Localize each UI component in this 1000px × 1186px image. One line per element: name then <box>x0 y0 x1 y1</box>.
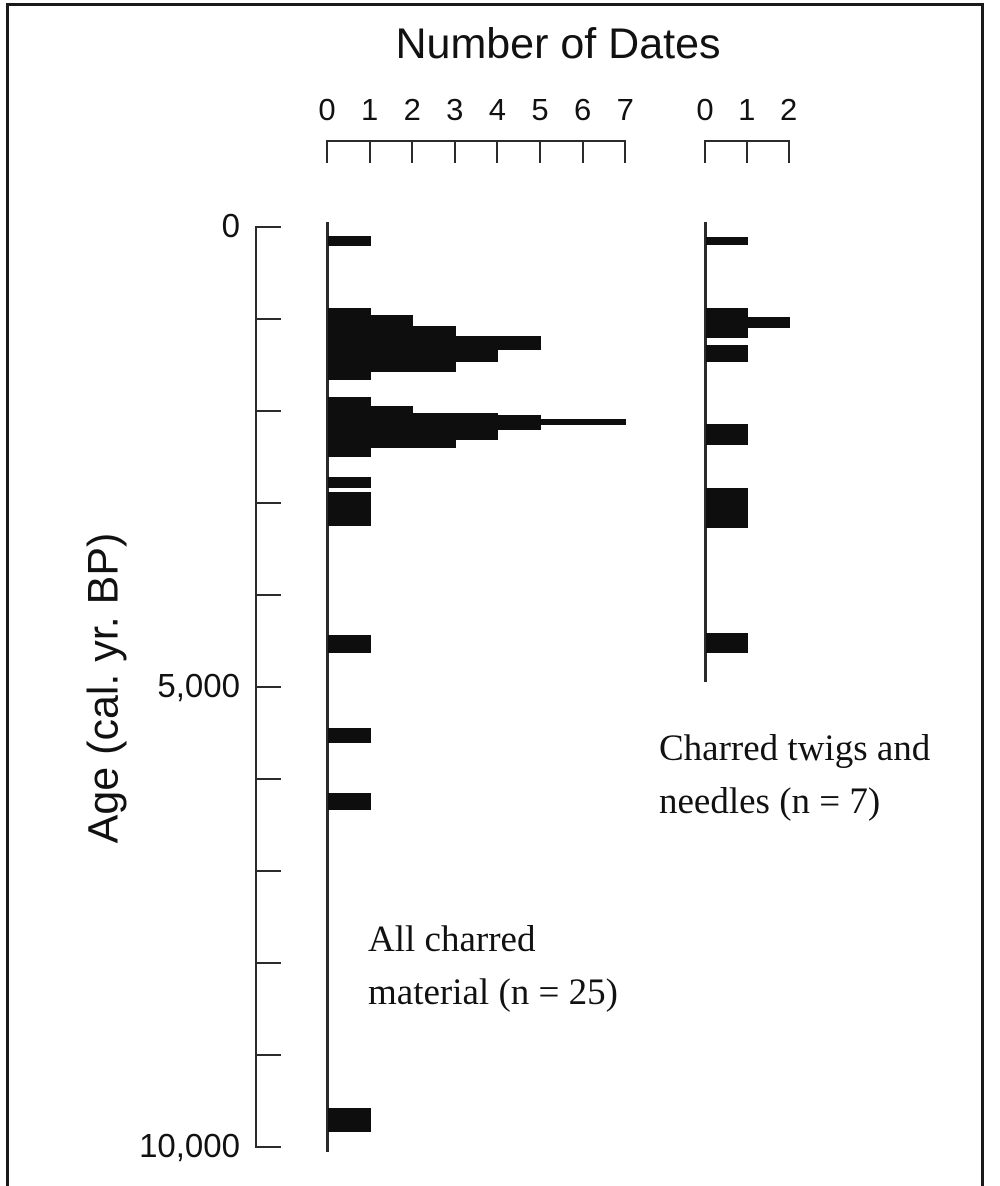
histogram-bar <box>328 424 541 430</box>
histogram-bar <box>328 792 371 811</box>
histogram-bar <box>328 336 541 350</box>
top-axis-tick <box>496 140 499 163</box>
histogram-bar <box>328 371 371 381</box>
histogram-bar <box>328 429 499 440</box>
top-axis-tick <box>745 140 748 163</box>
x-tick-label: 3 <box>446 92 464 127</box>
histogram-bar <box>706 317 790 329</box>
x-tick-label: 6 <box>573 92 592 127</box>
panel1-annotation-line1: All charred <box>368 919 536 960</box>
histogram-bar <box>328 361 456 372</box>
histogram-bar <box>328 447 371 457</box>
chart-title: Number of Dates <box>395 20 721 68</box>
age-tick-label: 0 <box>221 207 240 244</box>
histogram-bar <box>328 325 456 336</box>
top-axis-tick <box>539 140 541 163</box>
top-axis-tick <box>787 140 790 163</box>
age-scale-tick <box>255 870 281 872</box>
histogram-bar <box>328 314 414 326</box>
age-scale-tick <box>255 1146 281 1148</box>
x-tick-label: 1 <box>738 92 756 127</box>
histogram-bar <box>328 307 371 315</box>
age-tick-label: 10,000 <box>139 1127 240 1164</box>
age-tick-label: 5,000 <box>157 667 240 704</box>
panel2-annotation-line1: Charred twigs and <box>659 728 931 769</box>
x-tick-label: 0 <box>318 92 336 127</box>
top-axis-tick <box>453 140 456 163</box>
age-scale-tick <box>255 502 281 504</box>
histogram-bar <box>706 307 748 318</box>
histogram-bar <box>706 633 748 653</box>
histogram-bar <box>706 237 748 245</box>
panel2-annotation: Charred twigs and needles (n = 7) <box>659 722 930 828</box>
x-tick-label: 2 <box>779 92 798 127</box>
top-axis-tick <box>624 140 627 163</box>
histogram-bar <box>328 415 541 419</box>
top-axis-tick <box>581 140 584 163</box>
x-tick-label: 7 <box>616 92 634 127</box>
histogram-bar <box>328 491 371 526</box>
top-axis-line <box>327 140 626 142</box>
x-tick-label: 2 <box>403 92 421 127</box>
x-tick-label: 1 <box>360 92 379 127</box>
histogram-bar <box>328 635 371 653</box>
top-axis-tick <box>704 140 706 163</box>
histogram-bar <box>328 1107 371 1132</box>
panel1-annotation-line2: material (n = 25) <box>368 972 618 1013</box>
histogram-bar <box>328 476 371 488</box>
histogram-bar <box>328 418 627 425</box>
panel-axis-line <box>326 222 329 1152</box>
histogram-bar <box>328 397 371 406</box>
x-tick-label: 4 <box>488 92 507 127</box>
panel-axis-line <box>704 222 707 683</box>
panel2-annotation-line2: needles (n = 7) <box>659 781 881 822</box>
age-scale-tick <box>255 226 281 228</box>
histogram-bar <box>328 727 371 744</box>
age-scale-tick <box>255 778 281 780</box>
histogram-bar <box>706 328 748 338</box>
histogram-bar <box>328 349 499 362</box>
age-scale-tick <box>255 686 281 688</box>
histogram-bar <box>706 345 748 362</box>
x-tick-label: 0 <box>696 92 714 127</box>
x-tick-label: 5 <box>531 92 549 127</box>
histogram-bar <box>328 405 414 413</box>
histogram-bar <box>706 423 748 446</box>
age-scale-tick <box>255 962 281 964</box>
histogram-bar <box>706 487 748 528</box>
age-scale-tick <box>255 410 281 412</box>
histogram-bar <box>328 439 456 448</box>
top-axis-tick <box>368 140 371 163</box>
age-scale-tick <box>255 594 281 596</box>
age-scale-tick <box>255 1054 281 1056</box>
histogram-bar <box>328 412 499 416</box>
top-axis-tick <box>411 140 414 163</box>
histogram-bar <box>328 236 371 246</box>
panel1-annotation: All charred material (n = 25) <box>368 913 618 1019</box>
age-scale-tick <box>255 318 281 320</box>
top-axis-tick <box>326 140 328 163</box>
